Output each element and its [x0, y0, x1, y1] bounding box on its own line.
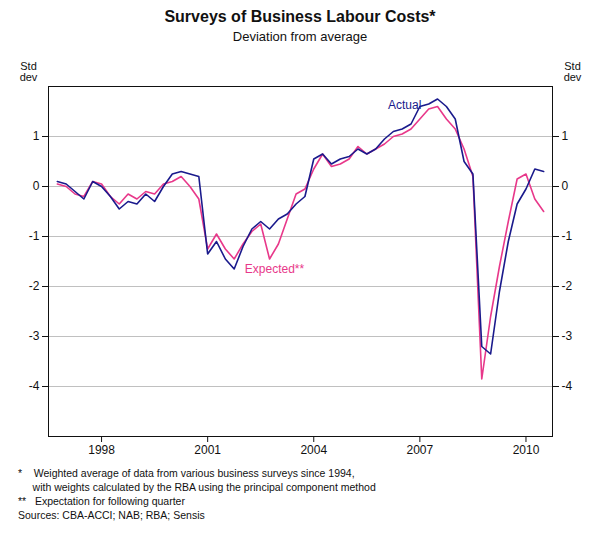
svg-text:-2: -2: [29, 279, 40, 293]
html-text:Sources: CBA-ACCI; NAB; RBA; S: Sources: CBA-ACCI; NAB; RBA; Sensis: [18, 509, 205, 521]
svg-text:2010: 2010: [513, 443, 540, 457]
html-text:Deviation from average: Deviation from average: [232, 29, 368, 44]
svg-text:0: 0: [562, 179, 569, 193]
svg-text:2007: 2007: [407, 443, 434, 457]
svg-text:-3: -3: [29, 329, 40, 343]
svg-text:1998: 1998: [88, 443, 115, 457]
html-text:with weights calculated by the: with weights calculated by the RBA using…: [18, 481, 376, 493]
svg-text:2001: 2001: [194, 443, 221, 457]
svg-text:Actual: Actual: [388, 98, 421, 112]
svg-text:-1: -1: [562, 229, 573, 243]
svg-text:Expected**: Expected**: [245, 262, 305, 276]
svg-text:-3: -3: [562, 329, 573, 343]
svg-text:Stddev: Stddev: [20, 60, 38, 83]
svg-text:Stddev: Stddev: [564, 60, 582, 83]
svg-text:1: 1: [33, 129, 40, 143]
svg-text:0: 0: [33, 179, 40, 193]
svg-text:-1: -1: [29, 229, 40, 243]
svg-text:-4: -4: [562, 379, 573, 393]
html-text:** Expectation for following q: ** Expectation for following quarter: [18, 495, 185, 507]
svg-text:-4: -4: [29, 379, 40, 393]
svg-text:-2: -2: [562, 279, 573, 293]
html-text:Surveys of Business Labour Cos: Surveys of Business Labour Costs*: [164, 8, 436, 25]
html-text:* Weighted average of data fro: * Weighted average of data from various …: [18, 467, 355, 479]
svg-text:1: 1: [562, 129, 569, 143]
svg-text:2004: 2004: [300, 443, 327, 457]
